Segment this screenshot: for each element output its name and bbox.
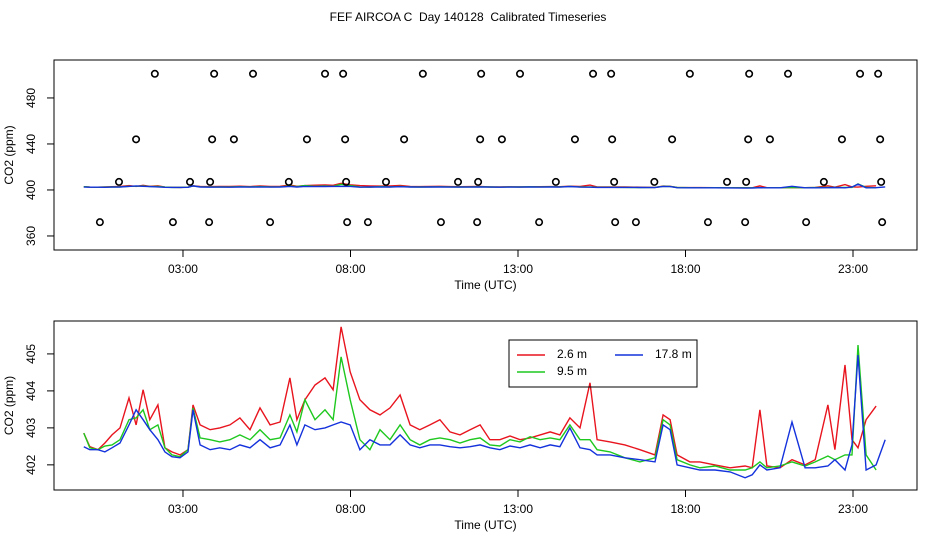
x-tick-label: 03:00 [168,502,198,516]
x-tick-label: 03:00 [168,262,198,276]
point [418,69,427,78]
legend-label: 17.8 m [655,347,692,361]
point [342,177,351,186]
point [876,135,885,144]
point [476,135,485,144]
y-tick-label: 480 [24,88,38,108]
point [856,69,865,78]
point [343,218,352,227]
point [363,218,372,227]
y-tick-label: 402 [24,455,38,475]
x-tick-label: 18:00 [670,502,700,516]
x-tick-label: 08:00 [335,502,365,516]
y-axis-label: CO2 (ppm) [2,376,16,435]
point [168,218,177,227]
point [744,135,753,144]
point [516,69,525,78]
point [400,135,409,144]
point [650,177,659,186]
y-tick-label: 400 [24,180,38,200]
point [703,218,712,227]
x-tick-label: 13:00 [503,502,533,516]
panel: 03:00 08:00 13:00 18:00 23:00 402 403 404 405 Tim… [2,320,918,532]
point [497,135,506,144]
point [878,218,887,227]
point [205,218,214,227]
x-axis-label: Time (UTC) [454,518,516,532]
y-tick-label: 360 [24,226,38,246]
series-line [83,183,886,189]
point [784,69,793,78]
y-axis-label: CO2 (ppm) [2,125,16,184]
series-line [83,354,886,479]
point [302,135,311,144]
point [745,69,754,78]
point [206,177,215,186]
point [229,135,238,144]
x-tick-label: 23:00 [838,262,868,276]
point [668,135,677,144]
point [477,69,486,78]
point [802,218,811,227]
point [611,218,620,227]
point [570,135,579,144]
y-tick-label: 405 [24,344,38,364]
point [186,177,195,186]
x-tick-label: 08:00 [335,262,365,276]
panel: 03:00 08:00 13:00 18:00 23:00 360 400 440 480 Tim… [2,59,918,292]
point [284,177,293,186]
point [321,69,330,78]
point [607,69,616,78]
point [589,69,598,78]
point [150,69,159,78]
point [210,69,219,78]
point [837,135,846,144]
point [765,135,774,144]
point [877,177,886,186]
x-tick-label: 13:00 [503,262,533,276]
legend: 2.6 m 9.5 m 17.8 m [508,339,698,388]
plot-frame [53,59,918,251]
point [723,177,732,186]
point [248,69,257,78]
point [685,69,694,78]
point [631,218,640,227]
point [608,135,617,144]
point [436,218,445,227]
y-tick-label: 440 [24,134,38,154]
point [819,177,828,186]
point [132,135,141,144]
point [551,177,560,186]
legend-label: 9.5 m [557,364,587,378]
point [742,177,751,186]
point [610,177,619,186]
point [339,69,348,78]
plot-frame [53,320,918,491]
point [382,177,391,186]
x-axis-label: Time (UTC) [454,278,516,292]
point [454,177,463,186]
point [114,177,123,186]
legend-frame [508,339,698,388]
point [741,218,750,227]
point [341,135,350,144]
series-line [83,344,877,471]
point [208,135,217,144]
legend-label: 2.6 m [557,347,587,361]
point [95,218,104,227]
chart-title: FEF AIRCOA C Day 140128 Calibrated Times… [330,10,607,24]
x-tick-label: 18:00 [670,262,700,276]
x-tick-label: 23:00 [838,502,868,516]
point [874,69,883,78]
point [535,218,544,227]
point [473,218,482,227]
y-tick-label: 404 [24,381,38,401]
y-tick-label: 403 [24,418,38,438]
point [266,218,275,227]
point [474,177,483,186]
